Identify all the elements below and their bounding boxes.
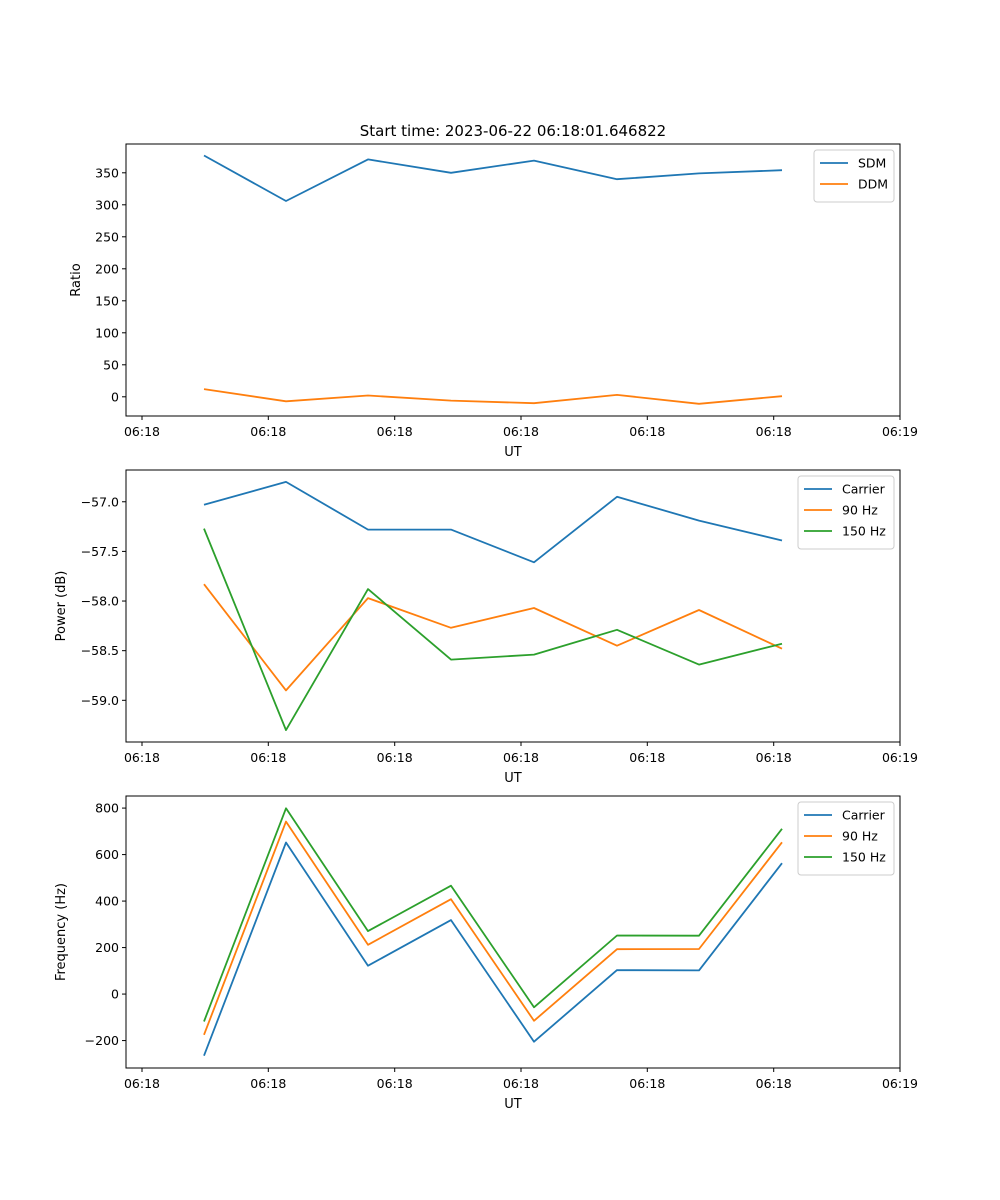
y-tick-label: −200 bbox=[85, 1033, 119, 1048]
y-tick-label: 300 bbox=[95, 197, 119, 212]
x-tick-label: 06:18 bbox=[756, 424, 792, 439]
legend: Carrier 90 Hz 150 Hz bbox=[797, 801, 895, 876]
legend-label: 90 Hz bbox=[842, 503, 878, 518]
axes-frame bbox=[125, 795, 901, 1069]
y-tick-label: −58.0 bbox=[81, 594, 119, 609]
y-tick-label: 250 bbox=[95, 229, 119, 244]
y-axis-label: Power (dB) bbox=[54, 571, 69, 642]
x-tick-label: 06:18 bbox=[629, 1076, 665, 1091]
x-tick-label: 06:18 bbox=[250, 424, 286, 439]
series-line-carrier bbox=[203, 480, 783, 564]
legend-label: DDM bbox=[858, 177, 888, 192]
series-line-150-hz bbox=[203, 528, 783, 731]
subplot-1: 0 50 100 150 200 250 300 350 06:18 06:18 06:18 06:1… bbox=[69, 143, 918, 460]
x-axis-label: UT bbox=[504, 1097, 522, 1112]
figure-title: Start time: 2023-06-22 06:18:01.646822 bbox=[360, 122, 666, 140]
x-tick-label: 06:18 bbox=[503, 424, 539, 439]
legend-label: 90 Hz bbox=[842, 829, 878, 844]
y-axis-label: Ratio bbox=[69, 263, 84, 296]
x-tick-label: 06:18 bbox=[124, 750, 160, 765]
x-tick-label: 06:18 bbox=[503, 750, 539, 765]
y-axis-label: Frequency (Hz) bbox=[54, 883, 69, 981]
legend-label: Carrier bbox=[842, 482, 886, 497]
series-line-ddm bbox=[203, 388, 783, 405]
axes-frame bbox=[125, 469, 901, 743]
y-tick-label: 50 bbox=[103, 357, 119, 372]
y-tick-label: 400 bbox=[95, 894, 119, 909]
legend: SDM DDM bbox=[813, 149, 895, 203]
x-tick-label: 06:18 bbox=[124, 424, 160, 439]
y-tick-label: −57.5 bbox=[81, 544, 119, 559]
series-line-carrier bbox=[203, 841, 783, 1057]
x-tick-label: 06:18 bbox=[629, 424, 665, 439]
series-line-150-hz bbox=[203, 807, 783, 1022]
x-tick-label: 06:18 bbox=[377, 750, 413, 765]
legend-label: 150 Hz bbox=[842, 524, 886, 539]
series-line-90-hz bbox=[203, 820, 783, 1036]
x-tick-label: 06:18 bbox=[756, 750, 792, 765]
y-tick-label: 200 bbox=[95, 261, 119, 276]
legend: Carrier 90 Hz 150 Hz bbox=[797, 475, 895, 550]
x-tick-label: 06:18 bbox=[250, 1076, 286, 1091]
legend-label: 150 Hz bbox=[842, 850, 886, 865]
x-tick-label: 06:18 bbox=[756, 1076, 792, 1091]
axes-frame bbox=[125, 143, 901, 417]
x-tick-label: 06:18 bbox=[377, 1076, 413, 1091]
y-tick-label: 800 bbox=[95, 801, 119, 816]
subplot-2: −59.0 −58.5 −58.0 −57.5 −57.0 06:18 06:18 06:18… bbox=[54, 469, 918, 786]
x-axis-label: UT bbox=[504, 445, 522, 460]
x-tick-label: 06:18 bbox=[377, 424, 413, 439]
y-tick-label: 0 bbox=[111, 987, 119, 1002]
y-tick-label: 150 bbox=[95, 293, 119, 308]
y-tick-label: −58.5 bbox=[81, 643, 119, 658]
x-axis-label: UT bbox=[504, 771, 522, 786]
y-tick-label: 350 bbox=[95, 165, 119, 180]
x-tick-label: 06:19 bbox=[882, 1076, 918, 1091]
x-tick-label: 06:19 bbox=[882, 750, 918, 765]
subplot-3: −200 0 200 400 600 800 06:18 06:18 06:18 06:18 06:… bbox=[54, 795, 918, 1112]
y-tick-label: 0 bbox=[111, 389, 119, 404]
y-tick-label: −59.0 bbox=[81, 693, 119, 708]
x-tick-label: 06:19 bbox=[882, 424, 918, 439]
y-tick-label: −57.0 bbox=[81, 494, 119, 509]
x-tick-label: 06:18 bbox=[124, 1076, 160, 1091]
legend-label: Carrier bbox=[842, 808, 886, 823]
y-tick-label: 600 bbox=[95, 847, 119, 862]
x-tick-label: 06:18 bbox=[629, 750, 665, 765]
y-tick-label: 100 bbox=[95, 325, 119, 340]
x-tick-label: 06:18 bbox=[503, 1076, 539, 1091]
x-tick-label: 06:18 bbox=[250, 750, 286, 765]
legend-label: SDM bbox=[858, 156, 886, 171]
y-tick-label: 200 bbox=[95, 940, 119, 955]
subplots: 0 50 100 150 200 250 300 350 06:18 06:18 06:18 06:1… bbox=[54, 143, 918, 1112]
series-line-sdm bbox=[203, 154, 783, 202]
series-line-90-hz bbox=[203, 583, 783, 692]
